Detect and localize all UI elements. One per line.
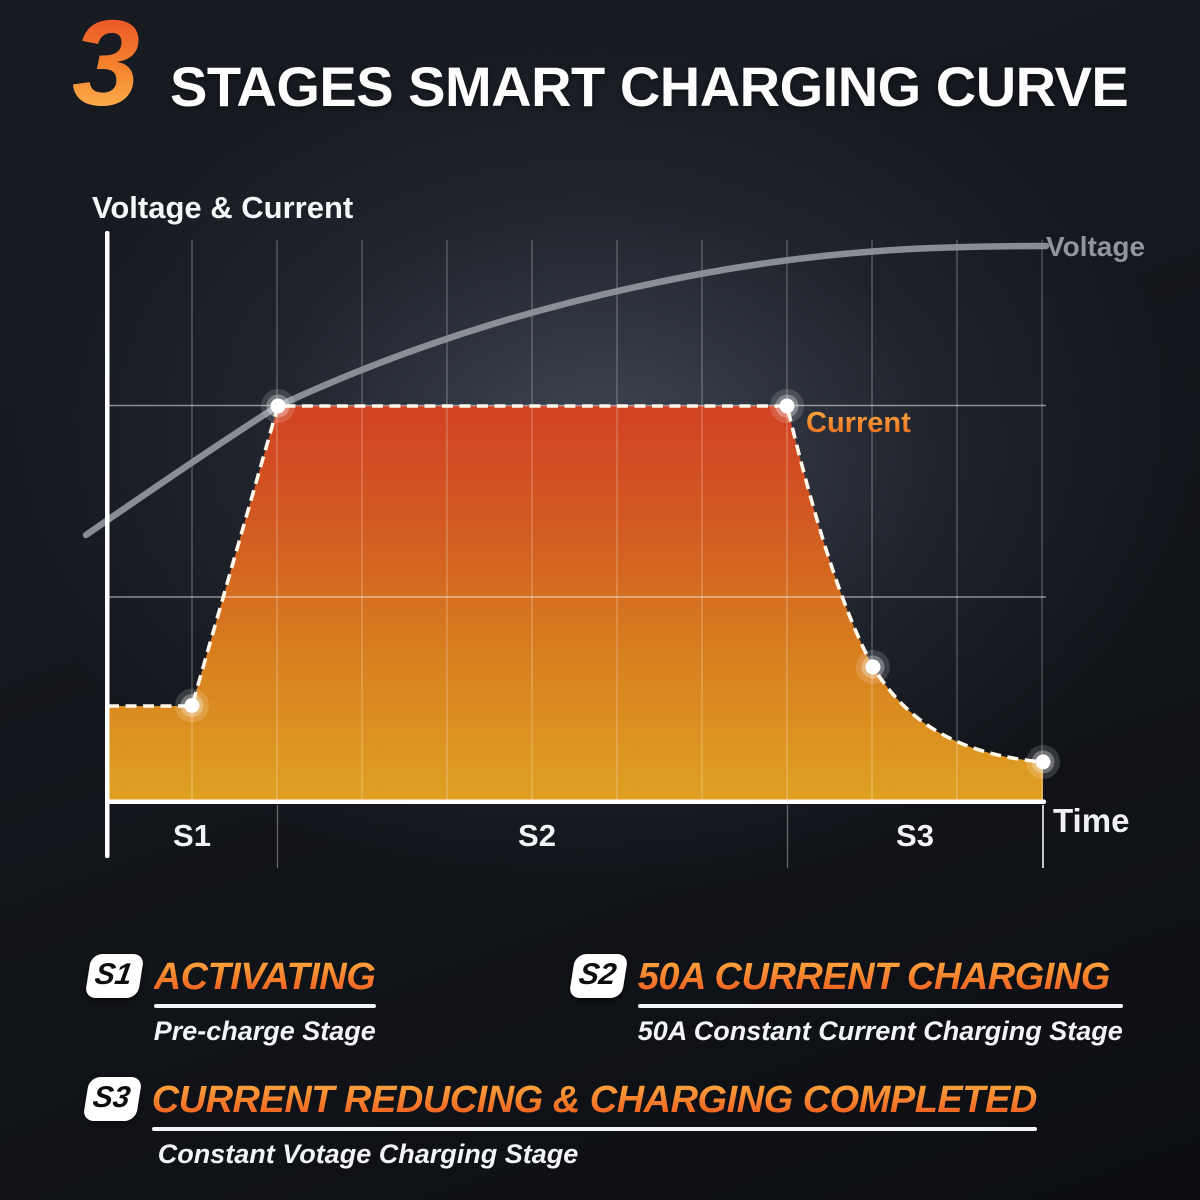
legend-item-s3: S3 CURRENT REDUCING & CHARGING COMPLETED… bbox=[82, 1076, 1038, 1170]
stage-separators bbox=[276, 805, 1044, 868]
y-axis-line bbox=[105, 231, 110, 858]
stage-tick-s3: S3 bbox=[896, 818, 934, 853]
legend-item-s1: S1 ACTIVATING Pre-charge Stage bbox=[84, 953, 376, 1047]
voltage-series-label: Voltage bbox=[1046, 231, 1146, 262]
stage-badge-s1: S1 bbox=[84, 954, 145, 998]
legend-title-s1: ACTIVATING bbox=[153, 956, 376, 998]
current-area-fill bbox=[108, 406, 1043, 801]
legend-underline bbox=[151, 1127, 1037, 1131]
legend-caption-s3: Constant Votage Charging Stage bbox=[157, 1138, 579, 1169]
current-series-label: Current bbox=[806, 407, 911, 439]
stage-badge-s3: S3 bbox=[82, 1077, 143, 1121]
legend-title-s3: CURRENT REDUCING & CHARGING COMPLETED bbox=[151, 1079, 1038, 1121]
legend-title-s2: 50A CURRENT CHARGING bbox=[638, 956, 1123, 999]
legend-underline bbox=[153, 1004, 376, 1008]
y-axis-title: Voltage & Current bbox=[92, 190, 354, 225]
legend-item-s2: S2 50A CURRENT CHARGING 50A Constant Cur… bbox=[568, 953, 1123, 1047]
stage-badge-s2: S2 bbox=[568, 954, 629, 998]
current-curve-dashed bbox=[108, 404, 1044, 764]
legend-caption-s1: Pre-charge Stage bbox=[153, 1015, 376, 1046]
x-axis-line bbox=[105, 799, 1046, 804]
voltage-curve bbox=[82, 242, 1050, 539]
vertical-gridlines bbox=[191, 240, 1043, 800]
stage-count-number: 3 bbox=[72, 0, 140, 131]
stage-tick-s2: S2 bbox=[518, 818, 556, 853]
stage-tick-s1: S1 bbox=[173, 818, 211, 853]
page-title: STAGES SMART CHARGING CURVE bbox=[170, 55, 1129, 118]
horizontal-gridlines bbox=[108, 404, 1046, 598]
legend-underline bbox=[637, 1004, 1123, 1008]
x-axis-title: Time bbox=[1053, 802, 1130, 839]
legend-caption-s2: 50A Constant Current Charging Stage bbox=[637, 1015, 1123, 1046]
transition-point-markers bbox=[175, 389, 1060, 779]
